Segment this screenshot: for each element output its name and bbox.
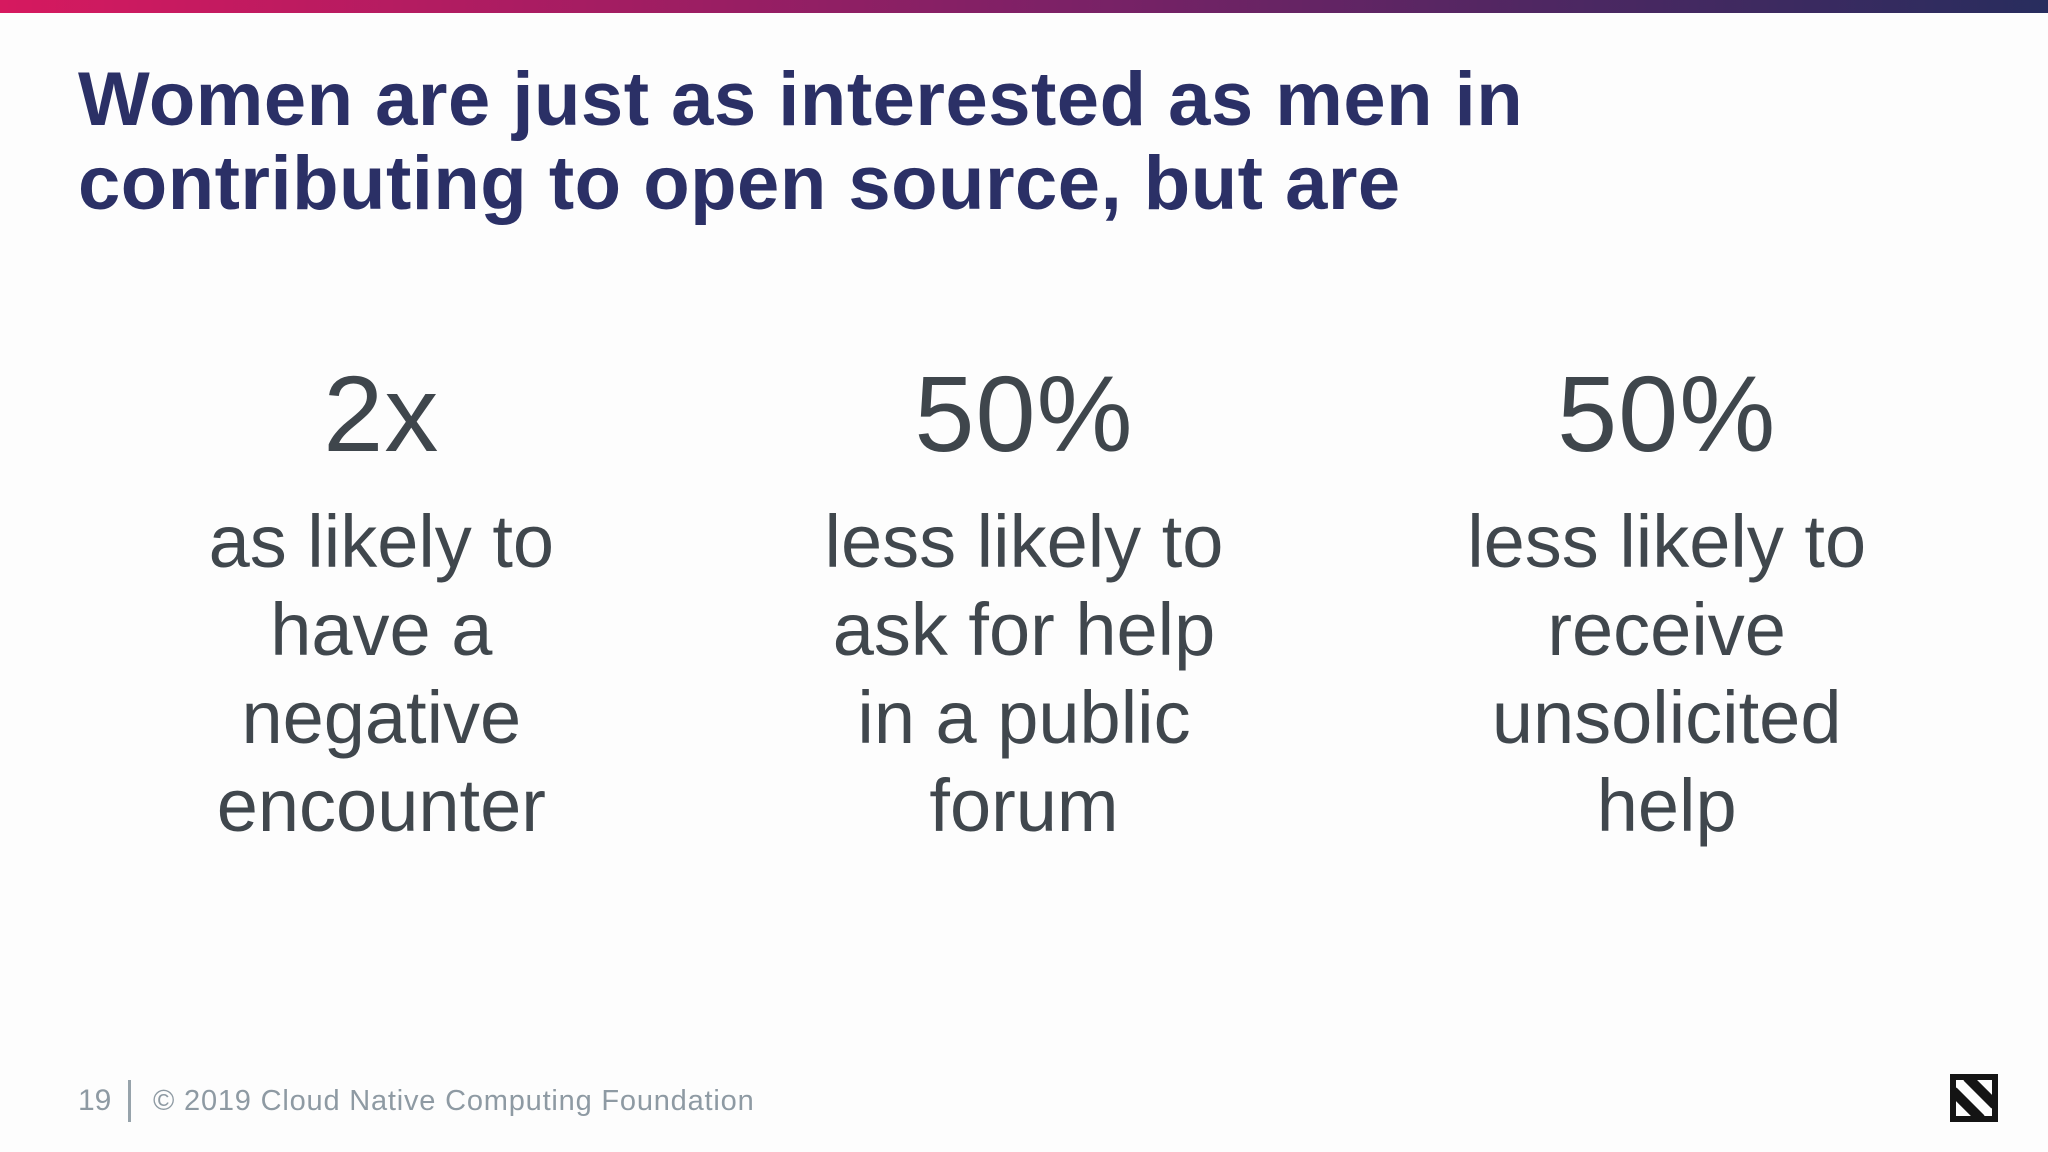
page-number: 19 <box>78 1084 112 1117</box>
gradient-accent-bar <box>0 0 2048 13</box>
slide-title: Women are just as interested as men in c… <box>78 58 1988 226</box>
stat-description: less likely to receive unsolicited help <box>1467 500 1867 847</box>
stat-ask-for-help: 50% less likely to ask for help in a pub… <box>723 352 1326 850</box>
slide-title-line-2: contributing to open source, but are <box>78 141 1401 226</box>
copyright-text: © 2019 Cloud Native Computing Foundation <box>153 1084 755 1117</box>
footer-divider <box>128 1080 131 1122</box>
stat-negative-encounter: 2x as likely to have a negative encounte… <box>80 352 683 850</box>
slide-title-line-1: Women are just as interested as men in <box>78 57 1524 142</box>
slide-footer: 19 © 2019 Cloud Native Computing Foundat… <box>78 1080 755 1122</box>
stat-description: as likely to have a negative encounter <box>208 500 555 847</box>
stat-description: less likely to ask for help in a public … <box>824 500 1224 847</box>
stat-value: 50% <box>1557 353 1777 474</box>
stat-value: 50% <box>914 353 1134 474</box>
stat-value: 2x <box>323 353 440 474</box>
stats-row: 2x as likely to have a negative encounte… <box>80 352 1968 850</box>
stat-unsolicited-help: 50% less likely to receive unsolicited h… <box>1365 352 1968 850</box>
linux-foundation-logo-icon <box>1950 1074 1998 1122</box>
